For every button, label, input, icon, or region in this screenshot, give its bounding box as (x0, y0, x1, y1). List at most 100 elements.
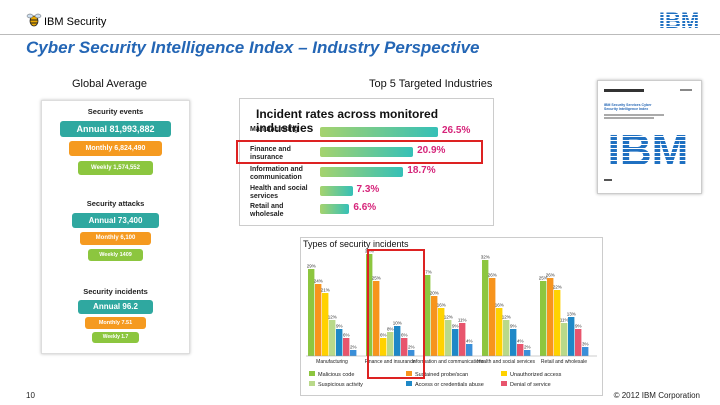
types-bar (424, 275, 431, 356)
types-bar (373, 281, 380, 356)
types-bar (445, 320, 452, 356)
svg-text:IBM: IBM (608, 126, 689, 171)
types-bar-label: 6% (380, 333, 387, 338)
incident-row-bar (320, 186, 353, 196)
types-bar-label: 8% (387, 327, 394, 332)
global-average-label: Global Average (72, 78, 148, 90)
legend-swatch (309, 381, 315, 386)
types-bar (568, 317, 575, 356)
events-heading: Security events (87, 107, 144, 116)
types-category-label: Manufacturing (316, 359, 348, 365)
types-category-label: Retail and wholesale (541, 359, 587, 365)
types-bar-label: 4% (517, 339, 524, 344)
page-number: 10 (26, 391, 35, 400)
types-chart-panel: Types of security incidents 29% 24% 21% 12%… (300, 237, 603, 396)
cover-ibm-logo: IBM (600, 125, 696, 176)
types-bar-label: 16% (495, 303, 504, 308)
incident-row-label: Retail and wholesale (250, 203, 284, 218)
types-bar (408, 350, 415, 356)
legend-swatch (501, 381, 507, 386)
types-bar (524, 350, 531, 356)
legend-swatch (309, 371, 315, 376)
types-bar-label: 12% (502, 315, 511, 320)
types-bar (503, 320, 510, 356)
brand-label: IBM Security (44, 16, 107, 28)
types-bar-label: 21% (321, 288, 330, 293)
types-bar (517, 344, 524, 356)
incident-row-label: Finance and insurance (250, 146, 291, 161)
types-bar-label: 27% (423, 270, 432, 275)
incident-row-label: Health and social services (250, 185, 308, 200)
types-bar-label: 3% (582, 342, 589, 347)
types-bar (438, 308, 445, 356)
types-bar-label: 2% (350, 345, 357, 350)
types-bar-label: 16% (437, 303, 446, 308)
types-bar-label: 4% (466, 339, 473, 344)
finance-column-highlight (367, 249, 425, 379)
legend-swatch (406, 371, 412, 376)
security-funnel: Security events Annual 81,993,882 Monthl… (41, 100, 190, 354)
types-bar (380, 338, 387, 356)
types-bar (575, 329, 582, 356)
types-bar-label: 9% (452, 324, 459, 329)
types-bar-label: 11% (560, 318, 569, 323)
types-bar-label: 22% (553, 285, 562, 290)
incident-row-bar (320, 167, 404, 177)
types-bar-label: 26% (546, 273, 555, 278)
incident-row-value: 6.6% (353, 202, 377, 213)
incident-row-label: Information and communication (250, 166, 303, 181)
types-bar (561, 323, 568, 356)
types-bar (336, 329, 343, 356)
events-monthly: Monthly 6,824,490 (69, 141, 162, 156)
types-bar-label: 34% (365, 249, 374, 254)
types-bar-label: 12% (328, 315, 337, 320)
incident-row-value: 18.7% (407, 165, 436, 176)
page-title: Cyber Security Intelligence Index – Indu… (26, 38, 480, 57)
incidents-annual: Annual 96.2 (78, 300, 153, 314)
copyright: © 2012 IBM Corporation (613, 391, 700, 400)
legend-label: Denial of service (510, 382, 551, 388)
incident-row-bar (320, 147, 414, 157)
attacks-heading: Security attacks (86, 199, 145, 208)
header-divider (0, 34, 720, 35)
types-bar-label: 29% (307, 264, 316, 269)
types-bar-label: 12% (444, 315, 453, 320)
svg-text:IBM: IBM (659, 9, 699, 31)
types-chart-svg: 29%24%21%12%9%6%2%Manufacturing34%25%6%8… (306, 249, 597, 388)
types-bar-label: 6% (343, 333, 350, 338)
incident-rates-title: Incident rates across monitored industri… (256, 107, 439, 135)
types-bar (401, 338, 408, 356)
attacks-weekly: Weekly 1409 (88, 249, 143, 261)
attacks-monthly: Monthly 6,100 (80, 232, 151, 245)
legend-swatch (406, 381, 412, 386)
types-bar (510, 329, 517, 356)
types-bar (394, 326, 401, 356)
types-bar-label: 25% (372, 276, 381, 281)
types-bar (482, 260, 489, 356)
incidents-monthly: Monthly 7.51 (85, 317, 146, 329)
incident-row-value: 7.3% (356, 184, 380, 195)
types-bar (582, 347, 589, 356)
types-bar (343, 338, 350, 356)
types-bar-label: 2% (408, 345, 415, 350)
incident-row-bar (320, 204, 350, 214)
legend-label: Malicious code (318, 372, 354, 378)
types-bar-label: 13% (567, 312, 576, 317)
top-industries-label: Top 5 Targeted Industries (369, 78, 493, 90)
types-bar (540, 281, 547, 356)
types-bar (496, 308, 503, 356)
bee-logo-icon (26, 12, 42, 28)
cover-title: IBM Security Services Cyber Security Int… (604, 103, 652, 111)
types-bar-label: 24% (314, 279, 323, 284)
events-annual: Annual 81,993,882 (60, 121, 171, 137)
types-bar-label: 9% (336, 324, 343, 329)
types-bar (329, 320, 336, 356)
types-category-label: Information and communications (412, 359, 485, 365)
types-bar (387, 332, 394, 356)
types-bar-label: 11% (458, 318, 467, 323)
types-bar (322, 293, 329, 356)
report-cover: IBM Security Services Cyber Security Int… (597, 80, 702, 194)
incidents-weekly: Weekly 1.7 (92, 332, 139, 343)
types-bar-label: 32% (481, 255, 490, 260)
legend-label: Sustained probe/scan (415, 372, 468, 378)
